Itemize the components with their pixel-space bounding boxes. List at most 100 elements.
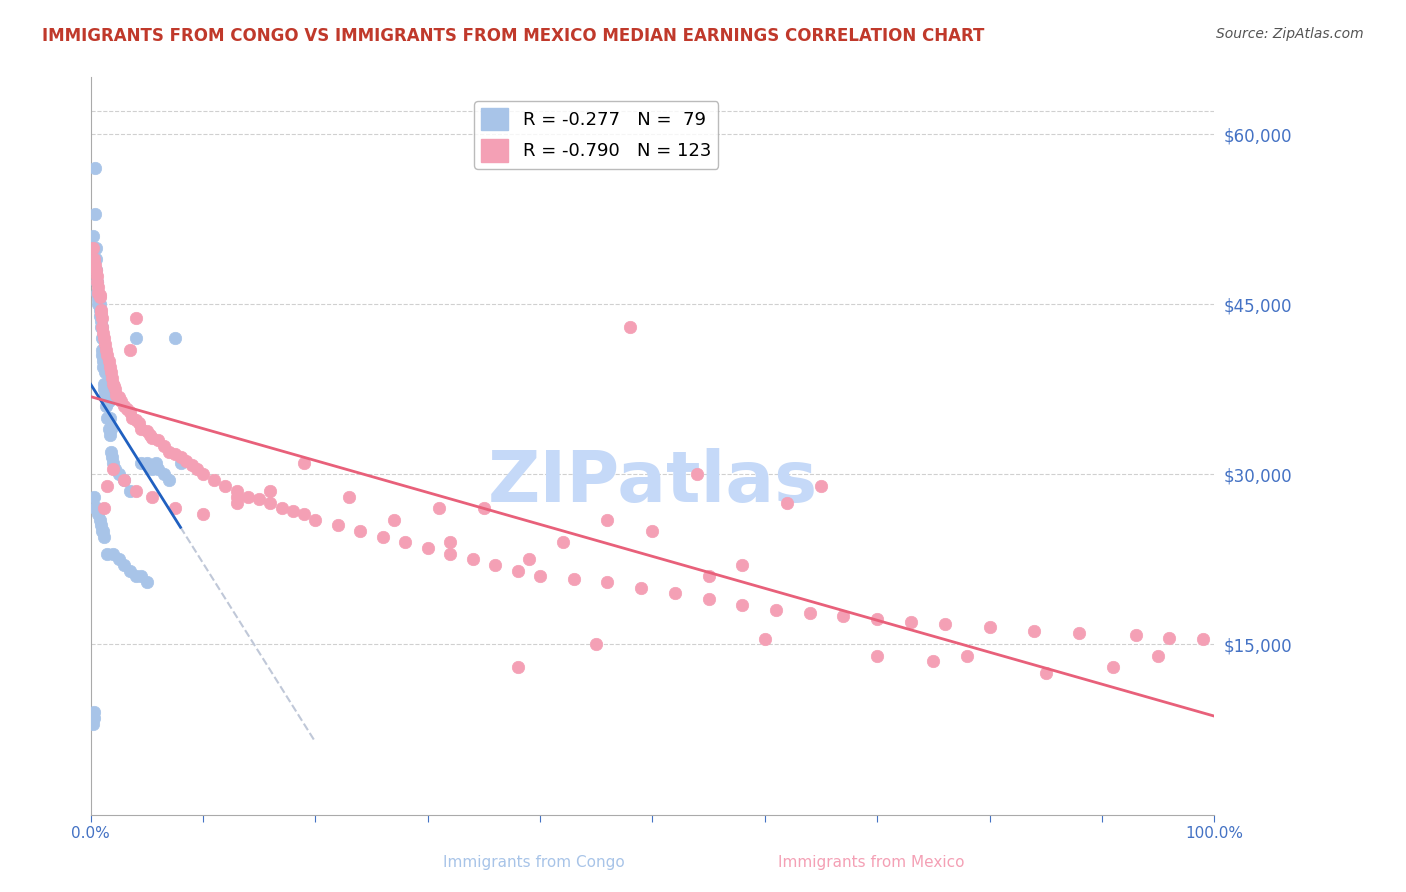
Point <box>922 655 945 669</box>
Point <box>90 302 112 317</box>
Point <box>86 275 108 289</box>
Point <box>118 564 141 578</box>
Point <box>1125 628 1147 642</box>
Point <box>337 490 360 504</box>
Point <box>641 524 664 538</box>
Point <box>517 552 540 566</box>
Point <box>163 447 186 461</box>
Point <box>83 490 105 504</box>
Point <box>124 484 146 499</box>
Point <box>169 450 191 465</box>
Point <box>697 592 720 607</box>
Point <box>90 343 112 357</box>
Point <box>90 331 112 345</box>
Point <box>382 513 405 527</box>
Point <box>94 388 117 402</box>
Point <box>484 558 506 572</box>
Point <box>101 456 124 470</box>
Point <box>87 292 110 306</box>
Text: Immigrants from Mexico: Immigrants from Mexico <box>779 855 965 870</box>
Point <box>270 501 292 516</box>
Point <box>551 535 574 549</box>
Point <box>124 569 146 583</box>
Point <box>472 501 495 516</box>
Point <box>93 376 115 391</box>
Point <box>97 422 120 436</box>
Point <box>89 297 111 311</box>
Point <box>1069 626 1091 640</box>
Point <box>121 410 143 425</box>
Point <box>596 513 619 527</box>
Point <box>225 484 247 499</box>
Point <box>174 454 197 468</box>
Point <box>87 285 110 300</box>
Point <box>225 496 247 510</box>
Point <box>86 268 108 283</box>
Point <box>90 524 112 538</box>
Point <box>128 417 150 431</box>
Text: Immigrants from Congo: Immigrants from Congo <box>443 855 626 870</box>
Point <box>416 541 439 555</box>
Point <box>124 310 146 325</box>
Point <box>84 263 107 277</box>
Point <box>83 252 105 266</box>
Point <box>86 501 108 516</box>
Point <box>596 575 619 590</box>
Point <box>686 467 709 482</box>
Point <box>180 458 202 473</box>
Point <box>90 314 112 328</box>
Point <box>630 581 652 595</box>
Point <box>141 461 163 475</box>
Point <box>281 503 304 517</box>
Point <box>115 401 138 416</box>
Point <box>91 331 114 345</box>
Point <box>292 507 315 521</box>
Point <box>118 484 141 499</box>
Point <box>84 263 107 277</box>
Point <box>731 598 754 612</box>
Point <box>157 444 180 458</box>
Point <box>94 365 117 379</box>
Point <box>394 535 416 549</box>
Point <box>163 331 186 345</box>
Point <box>866 612 889 626</box>
Point <box>439 535 461 549</box>
Point <box>100 365 122 379</box>
Point <box>900 615 922 629</box>
Point <box>118 343 141 357</box>
Point <box>101 376 124 391</box>
Point <box>124 331 146 345</box>
Point <box>90 309 112 323</box>
Point <box>118 405 141 419</box>
Point <box>90 518 112 533</box>
Point <box>93 348 115 362</box>
Point <box>585 637 607 651</box>
Point <box>89 513 111 527</box>
Point <box>101 547 124 561</box>
Point <box>90 319 112 334</box>
Point <box>141 490 163 504</box>
Point <box>697 569 720 583</box>
Point <box>98 410 121 425</box>
Point <box>152 439 174 453</box>
Point <box>129 569 152 583</box>
Point <box>91 524 114 538</box>
Point <box>135 575 157 590</box>
Point <box>141 431 163 445</box>
Point <box>96 348 118 362</box>
Point <box>236 490 259 504</box>
Point <box>84 501 107 516</box>
Point <box>225 490 247 504</box>
Point <box>754 632 776 646</box>
Point <box>292 456 315 470</box>
Point <box>107 390 129 404</box>
Point <box>112 399 135 413</box>
Point <box>866 648 889 663</box>
Point <box>96 410 118 425</box>
Point <box>84 501 107 516</box>
Point <box>506 660 529 674</box>
Point <box>84 258 107 272</box>
Point <box>84 252 107 266</box>
Point <box>96 343 118 357</box>
Point <box>124 413 146 427</box>
